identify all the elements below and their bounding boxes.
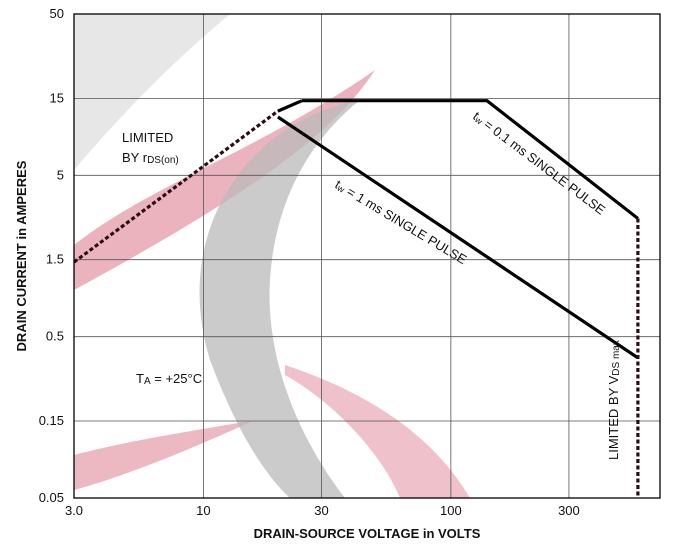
- series-layer: [73, 99, 640, 498]
- pulse-01ms-label: tw = 0.1 ms SINGLE PULSE: [470, 108, 608, 217]
- temperature-value: = +25°C: [151, 371, 202, 386]
- pulse-1ms-label: tw = 1 ms SINGLE PULSE: [332, 177, 469, 268]
- limited-rds-prefix: BY r: [122, 150, 148, 165]
- x-tick-label: 30: [314, 503, 328, 518]
- watermark-graphic: [74, 14, 470, 498]
- x-tick-label: 300: [558, 503, 580, 518]
- series-line-1: [73, 109, 279, 264]
- limited-rds-label-line1: LIMITED: [122, 130, 173, 145]
- pulse-1ms-text: = 1 ms SINGLE PULSE: [341, 182, 469, 267]
- y-tick-label: 1.5: [46, 252, 64, 267]
- y-tick-label: 0.15: [39, 413, 64, 428]
- pulse-1ms-prefix: t: [332, 177, 343, 192]
- x-axis-title: DRAIN-SOURCE VOLTAGE in VOLTS: [254, 526, 481, 541]
- y-axis-title: DRAIN CURRENT in AMPERES: [14, 160, 29, 351]
- temperature-label: TA = +25°C: [136, 371, 202, 387]
- y-tick-label: 0.05: [39, 490, 64, 505]
- temperature-subscript: A: [144, 376, 151, 387]
- series-line-3: [301, 99, 639, 220]
- y-tick-label: 0.5: [46, 329, 64, 344]
- vds-max-limit-label: LIMITED BY VDS max: [606, 340, 622, 460]
- x-tick-label: 100: [440, 503, 462, 518]
- series-line-2: [277, 99, 303, 113]
- x-tick-label: 10: [196, 503, 210, 518]
- limited-rds-subscript: DS(on): [147, 155, 179, 166]
- series-line-4: [277, 115, 639, 360]
- pulse-01ms-text: = 0.1 ms SINGLE PULSE: [478, 115, 608, 218]
- vds-limit-text: LIMITED BY V: [606, 375, 621, 460]
- y-tick-label: 5: [57, 167, 64, 182]
- tick-labels: 3.0 10 30 100 300 50 15 5 1.5 0.5 0.15 0.05: [39, 6, 580, 518]
- limited-rds-label-line2: BY rDS(on): [122, 150, 179, 166]
- vds-limit-subscript: DS max: [611, 340, 622, 376]
- y-tick-label: 50: [50, 6, 64, 21]
- temperature-prefix: T: [136, 371, 144, 386]
- x-tick-label: 3.0: [65, 503, 83, 518]
- plot-frame: [73, 13, 661, 499]
- y-tick-label: 15: [50, 90, 64, 105]
